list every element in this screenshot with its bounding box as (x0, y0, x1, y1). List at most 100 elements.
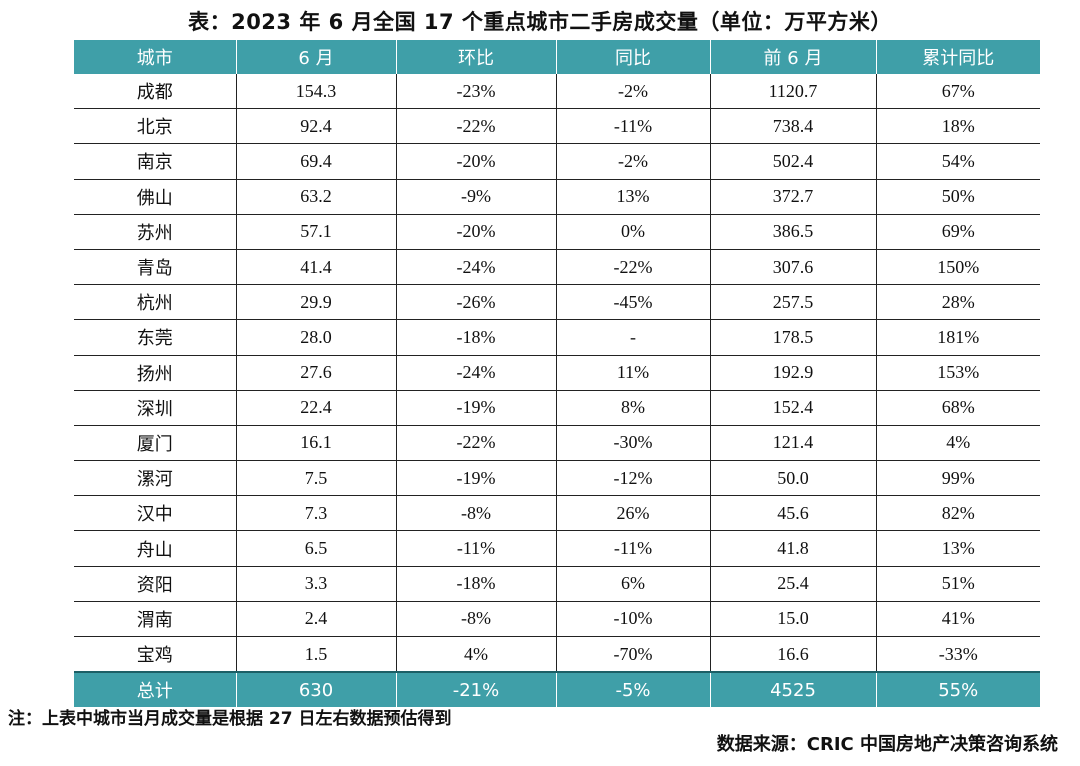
cell-mom: -11% (395, 530, 556, 567)
cell-june: 41.4 (235, 249, 396, 286)
header-city: 城市 (74, 40, 236, 74)
table-row: 宝鸡 1.5 4% -70% 16.6 -33% (74, 636, 1040, 673)
cell-city: 厦门 (74, 425, 236, 462)
cell-first-six-months: 50.0 (709, 460, 876, 497)
cell-yoy: -22% (555, 249, 710, 286)
table-row: 舟山 6.5 -11% -11% 41.8 13% (74, 530, 1040, 567)
table-row: 汉中 7.3 -8% 26% 45.6 82% (74, 495, 1040, 532)
cell-cumulative-yoy: 51% (875, 566, 1040, 602)
cell-first-six-months: 178.5 (709, 319, 876, 356)
cell-cumulative-yoy: 54% (875, 143, 1040, 180)
cell-cumulative-yoy: 150% (875, 249, 1040, 286)
cell-city: 资阳 (74, 566, 236, 602)
header-first-six-months: 前 6 月 (709, 40, 876, 74)
cell-mom: -8% (395, 601, 556, 638)
table-row: 扬州 27.6 -24% 11% 192.9 153% (74, 355, 1040, 391)
cell-mom: -24% (395, 355, 556, 391)
cell-yoy: -70% (555, 636, 710, 673)
cell-yoy: -12% (555, 460, 710, 497)
cell-mom: -22% (395, 108, 556, 145)
cell-june: 7.5 (235, 460, 396, 497)
cell-cumulative-yoy: 69% (875, 214, 1040, 250)
cell-yoy: -2% (555, 74, 710, 110)
cell-yoy: -11% (555, 530, 710, 567)
cell-city: 青岛 (74, 249, 236, 286)
header-mom: 环比 (395, 40, 556, 74)
cell-mom: -19% (395, 390, 556, 426)
cell-yoy: -45% (555, 284, 710, 321)
cell-yoy: 26% (555, 495, 710, 532)
cell-first-six-months: 25.4 (709, 566, 876, 602)
cell-cumulative-yoy: -33% (875, 636, 1040, 673)
cell-yoy: - (555, 319, 710, 356)
cell-city: 深圳 (74, 390, 236, 426)
table-row: 南京 69.4 -20% -2% 502.4 54% (74, 143, 1040, 180)
table-row: 深圳 22.4 -19% 8% 152.4 68% (74, 390, 1040, 426)
cell-city: 杭州 (74, 284, 236, 321)
cell-june: 28.0 (235, 319, 396, 356)
cell-mom: 4% (395, 636, 556, 673)
cell-city: 扬州 (74, 355, 236, 391)
cell-first-six-months: 41.8 (709, 530, 876, 567)
table-row: 成都 154.3 -23% -2% 1120.7 67% (74, 74, 1040, 110)
cell-city: 汉中 (74, 495, 236, 532)
cell-city: 东莞 (74, 319, 236, 356)
header-june: 6 月 (235, 40, 396, 74)
cell-june: 69.4 (235, 143, 396, 180)
total-yoy: -5% (555, 671, 710, 708)
cell-city: 漯河 (74, 460, 236, 497)
transaction-table: 城市 6 月 环比 同比 前 6 月 累计同比 成都 154.3 -23% -2% 11… (74, 40, 1040, 708)
total-cumulative-yoy: 55% (875, 671, 1040, 708)
header-yoy: 同比 (555, 40, 710, 74)
cell-yoy: 13% (555, 179, 710, 215)
table-row: 东莞 28.0 -18% -178.5 181% (74, 319, 1040, 356)
cell-yoy: -10% (555, 601, 710, 638)
cell-yoy: 0% (555, 214, 710, 250)
cell-yoy: 8% (555, 390, 710, 426)
cell-mom: -26% (395, 284, 556, 321)
table-title: 表：2023 年 6 月全国 17 个重点城市二手房成交量（单位：万平方米） (188, 10, 892, 34)
cell-city: 舟山 (74, 530, 236, 567)
table-row: 苏州 57.1 -20% 0% 386.5 69% (74, 214, 1040, 250)
table-row: 渭南 2.4 -8% -10% 15.0 41% (74, 601, 1040, 638)
cell-mom: -22% (395, 425, 556, 462)
table-row: 青岛 41.4 -24% -22% 307.6 150% (74, 249, 1040, 286)
header-row: 城市 6 月 环比 同比 前 6 月 累计同比 (74, 40, 1040, 74)
cell-city: 南京 (74, 143, 236, 180)
cell-june: 16.1 (235, 425, 396, 462)
cell-cumulative-yoy: 28% (875, 284, 1040, 321)
cell-cumulative-yoy: 4% (875, 425, 1040, 462)
cell-first-six-months: 152.4 (709, 390, 876, 426)
cell-june: 27.6 (235, 355, 396, 391)
table-row: 资阳 3.3 -18% 6% 25.4 51% (74, 566, 1040, 602)
cell-june: 63.2 (235, 179, 396, 215)
cell-city: 北京 (74, 108, 236, 145)
cell-june: 154.3 (235, 74, 396, 110)
cell-first-six-months: 738.4 (709, 108, 876, 145)
cell-first-six-months: 192.9 (709, 355, 876, 391)
cell-first-six-months: 307.6 (709, 249, 876, 286)
cell-yoy: 6% (555, 566, 710, 602)
cell-first-six-months: 372.7 (709, 179, 876, 215)
cell-yoy: -30% (555, 425, 710, 462)
cell-june: 29.9 (235, 284, 396, 321)
cell-cumulative-yoy: 68% (875, 390, 1040, 426)
total-mom: -21% (395, 671, 556, 708)
cell-mom: -18% (395, 319, 556, 356)
cell-cumulative-yoy: 41% (875, 601, 1040, 638)
cell-mom: -20% (395, 214, 556, 250)
cell-june: 57.1 (235, 214, 396, 250)
cell-cumulative-yoy: 99% (875, 460, 1040, 497)
cell-june: 22.4 (235, 390, 396, 426)
cell-cumulative-yoy: 82% (875, 495, 1040, 532)
table-row: 漯河 7.5 -19% -12% 50.0 99% (74, 460, 1040, 497)
cell-yoy: 11% (555, 355, 710, 391)
header-cumulative-yoy: 累计同比 (875, 40, 1040, 74)
cell-mom: -18% (395, 566, 556, 602)
table-row: 杭州 29.9 -26% -45% 257.5 28% (74, 284, 1040, 321)
total-row: 总计 630 -21% -5% 4525 55% (74, 671, 1040, 708)
total-june: 630 (235, 671, 396, 708)
data-source: 数据来源：CRIC 中国房地产决策咨询系统 (716, 734, 1058, 755)
cell-mom: -20% (395, 143, 556, 180)
cell-first-six-months: 15.0 (709, 601, 876, 638)
